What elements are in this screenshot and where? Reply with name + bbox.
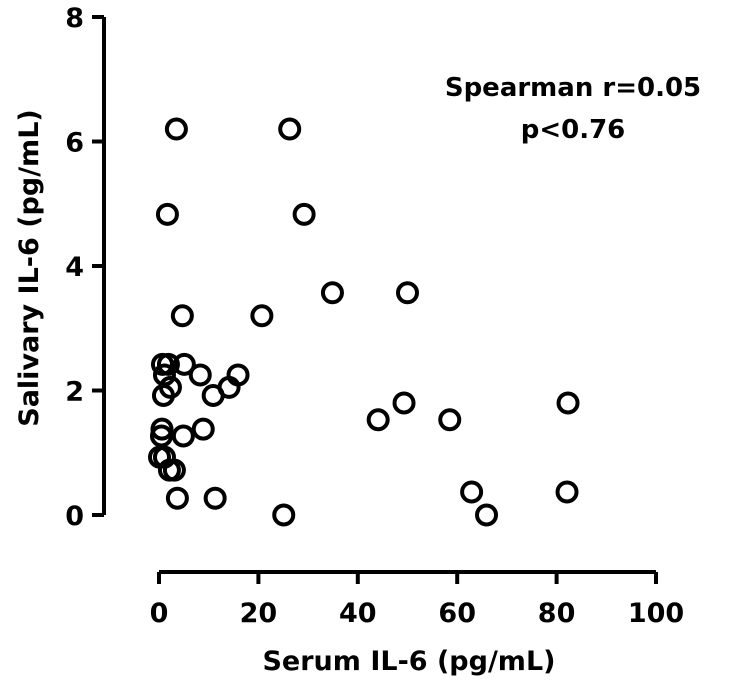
data-point: [320, 281, 344, 305]
data-point: [165, 486, 189, 510]
x-tick-label: 20: [240, 598, 278, 629]
data-point: [188, 363, 212, 387]
data-point: [555, 480, 579, 504]
annotation-spearman: Spearman r=0.05: [445, 73, 701, 103]
annotation-p-value: p<0.76: [521, 115, 626, 145]
x-tick-label: 100: [628, 598, 684, 629]
data-point: [149, 424, 173, 448]
data-point: [203, 486, 227, 510]
data-point: [155, 202, 179, 226]
x-axis: 0 20 40 60 80 100: [150, 570, 684, 629]
x-tick-label: 40: [339, 598, 377, 629]
data-points: [147, 117, 580, 527]
data-point: [556, 391, 580, 415]
data-point: [475, 503, 499, 527]
data-point: [366, 408, 390, 432]
data-point: [201, 383, 225, 407]
data-point: [278, 117, 302, 141]
x-axis-title: Serum IL-6 (pg/mL): [262, 646, 555, 677]
y-axis: 0 2 4 6 8: [65, 3, 106, 532]
data-point: [396, 281, 419, 305]
data-point: [170, 304, 194, 328]
data-point: [272, 503, 296, 527]
data-point: [392, 391, 416, 415]
data-point: [162, 458, 186, 482]
data-point: [156, 352, 180, 376]
data-point: [292, 202, 316, 226]
y-tick-label: 2: [65, 377, 84, 408]
x-tick-label: 0: [150, 598, 169, 629]
data-point: [151, 383, 175, 407]
x-tick-label: 60: [438, 598, 476, 629]
x-tick-label: 80: [538, 598, 576, 629]
y-tick-label: 6: [65, 128, 84, 159]
y-axis-title: Salivary IL-6 (pg/mL): [14, 109, 45, 427]
data-point: [191, 417, 215, 441]
data-point: [438, 408, 462, 432]
data-point: [460, 480, 484, 504]
data-point: [172, 352, 196, 376]
data-point: [250, 304, 274, 328]
y-tick-label: 0: [65, 501, 84, 532]
y-tick-label: 8: [65, 3, 84, 34]
data-point: [164, 117, 188, 141]
data-point: [171, 424, 195, 448]
y-tick-label: 4: [65, 252, 84, 283]
